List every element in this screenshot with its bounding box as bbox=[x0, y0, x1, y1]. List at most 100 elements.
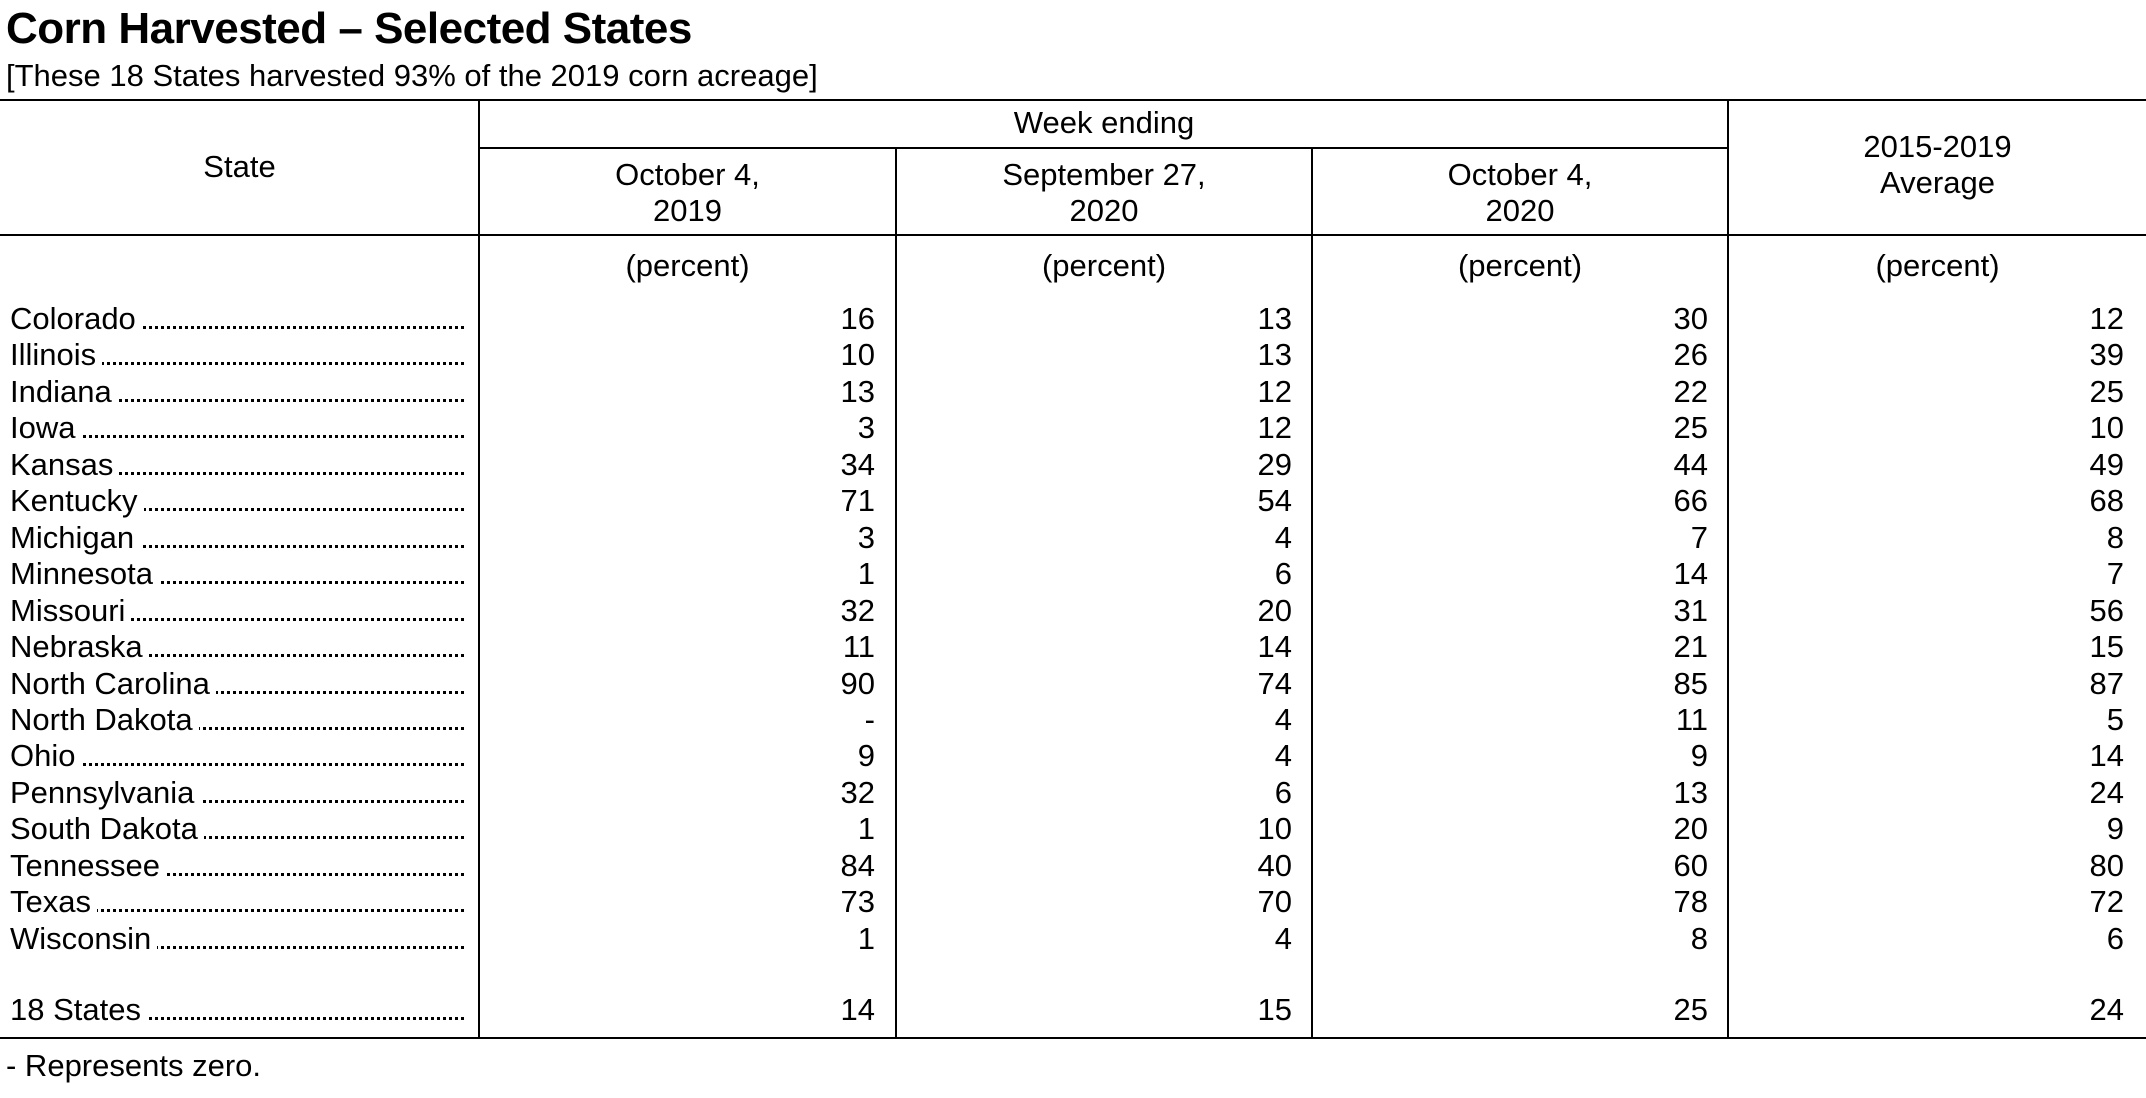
dot-leader bbox=[10, 836, 464, 840]
unit-label: (percent) bbox=[1875, 248, 2000, 283]
value-cell: 78 bbox=[1673, 884, 1708, 920]
value-cell: 73 bbox=[840, 884, 875, 920]
dot-leader bbox=[10, 654, 464, 658]
state-cell: Colorado bbox=[10, 301, 464, 337]
value-cell: 21 bbox=[1673, 629, 1708, 665]
table-row: Missouri 32 20 31 56 bbox=[0, 592, 2146, 629]
value-cell: 6 bbox=[1274, 774, 1292, 810]
value-cell: 5 bbox=[2106, 701, 2124, 737]
value-cell: 9 bbox=[857, 738, 875, 774]
value-cell: 14 bbox=[1257, 629, 1292, 665]
value-cell: 10 bbox=[1257, 811, 1292, 847]
value-cell: 49 bbox=[2089, 446, 2124, 482]
value-cell: 34 bbox=[840, 446, 875, 482]
dot-leader bbox=[10, 945, 464, 949]
state-cell: Kentucky bbox=[10, 483, 464, 519]
state-name: 18 States bbox=[10, 992, 147, 1027]
dot-leader bbox=[10, 726, 464, 730]
value-cell: 13 bbox=[840, 373, 875, 409]
state-name: North Carolina bbox=[10, 665, 216, 701]
state-cell: Missouri bbox=[10, 592, 464, 629]
state-cell: Wisconsin bbox=[10, 920, 464, 957]
dot-leader bbox=[10, 581, 464, 585]
state-name: Minnesota bbox=[10, 556, 160, 592]
value-cell: 20 bbox=[1673, 811, 1708, 847]
dot-leader bbox=[10, 799, 464, 803]
value-cell: 80 bbox=[2089, 847, 2124, 883]
table-row: Iowa 3 12 25 10 bbox=[0, 410, 2146, 446]
value-cell: 7 bbox=[2106, 556, 2124, 592]
value-cell: 90 bbox=[840, 665, 875, 701]
dot-leader bbox=[10, 398, 464, 402]
dot-leader bbox=[10, 435, 464, 439]
value-cell: 4 bbox=[1274, 519, 1292, 555]
state-cell: Michigan bbox=[10, 519, 464, 556]
value-cell: 4 bbox=[1274, 701, 1292, 737]
state-name: Missouri bbox=[10, 592, 132, 628]
value-cell: 14 bbox=[1673, 556, 1708, 592]
value-cell: 4 bbox=[1274, 738, 1292, 774]
table-row: Indiana 13 12 22 25 bbox=[0, 373, 2146, 410]
value-cell: 30 bbox=[1673, 301, 1708, 336]
value-cell: 4 bbox=[1274, 920, 1292, 956]
state-name: Tennessee bbox=[10, 847, 166, 883]
value-cell: 14 bbox=[840, 992, 875, 1027]
value-cell: 44 bbox=[1673, 446, 1708, 482]
dot-leader bbox=[10, 544, 464, 548]
dot-leader bbox=[10, 909, 464, 913]
state-name: Iowa bbox=[10, 410, 82, 446]
value-cell: 20 bbox=[1257, 592, 1292, 628]
state-name: Michigan bbox=[10, 519, 141, 555]
value-cell: 6 bbox=[1274, 556, 1292, 592]
state-name: Wisconsin bbox=[10, 920, 158, 956]
value-cell: 74 bbox=[1257, 665, 1292, 701]
state-name: Texas bbox=[10, 884, 97, 920]
unit-label: (percent) bbox=[625, 248, 750, 283]
value-cell: - bbox=[864, 701, 875, 737]
value-cell: 70 bbox=[1257, 884, 1292, 920]
page-subtitle: [These 18 States harvested 93% of the 20… bbox=[6, 58, 818, 93]
table-top-rule bbox=[0, 99, 2146, 101]
dot-leader bbox=[10, 471, 464, 475]
state-name: Nebraska bbox=[10, 629, 149, 665]
state-name: Colorado bbox=[10, 301, 142, 336]
value-cell: 9 bbox=[1690, 738, 1708, 774]
week-ending-header: Week ending bbox=[1013, 105, 1195, 140]
state-name: Kansas bbox=[10, 446, 120, 482]
value-cell: 3 bbox=[857, 410, 875, 446]
state-cell: Indiana bbox=[10, 373, 464, 410]
state-name: Illinois bbox=[10, 337, 103, 373]
value-cell: 13 bbox=[1257, 337, 1292, 373]
header-bottom-rule bbox=[0, 234, 2146, 236]
state-name: Kentucky bbox=[10, 483, 144, 519]
value-cell: 71 bbox=[840, 483, 875, 519]
week-ending-rule bbox=[479, 147, 1729, 149]
state-name: North Dakota bbox=[10, 701, 199, 737]
value-cell: 72 bbox=[2089, 884, 2124, 920]
column-header-oct-4-2020: October 4, 2020 bbox=[1313, 157, 1727, 229]
value-cell: 54 bbox=[1257, 483, 1292, 519]
value-cell: 39 bbox=[2089, 337, 2124, 373]
value-cell: 25 bbox=[2089, 373, 2124, 409]
column-header-average: 2015-2019 Average bbox=[1729, 129, 2146, 201]
value-cell: 24 bbox=[2089, 774, 2124, 810]
dot-leader bbox=[10, 362, 464, 366]
value-cell: 11 bbox=[1675, 701, 1708, 737]
value-cell: 25 bbox=[1673, 992, 1708, 1027]
table-row: Colorado 16 13 30 12 bbox=[0, 301, 2146, 337]
unit-label: (percent) bbox=[1041, 248, 1167, 283]
state-cell: North Dakota bbox=[10, 701, 464, 738]
value-cell: 24 bbox=[2089, 992, 2124, 1027]
state-cell: Tennessee bbox=[10, 847, 464, 884]
column-header-line: September 27, bbox=[1002, 157, 1206, 192]
dot-leader bbox=[10, 1017, 464, 1020]
column-header-line: 2015-2019 bbox=[1863, 129, 2012, 164]
value-cell: 15 bbox=[2089, 629, 2124, 665]
table-bottom-rule bbox=[0, 1037, 2146, 1039]
table-row: North Dakota - 4 11 5 bbox=[0, 701, 2146, 738]
value-cell: 12 bbox=[1257, 373, 1292, 409]
value-cell: 22 bbox=[1673, 373, 1708, 409]
value-cell: 7 bbox=[1690, 519, 1708, 555]
column-header-oct-4-2019: October 4, 2019 bbox=[480, 157, 895, 229]
table-row: Minnesota 1 6 14 7 bbox=[0, 556, 2146, 592]
